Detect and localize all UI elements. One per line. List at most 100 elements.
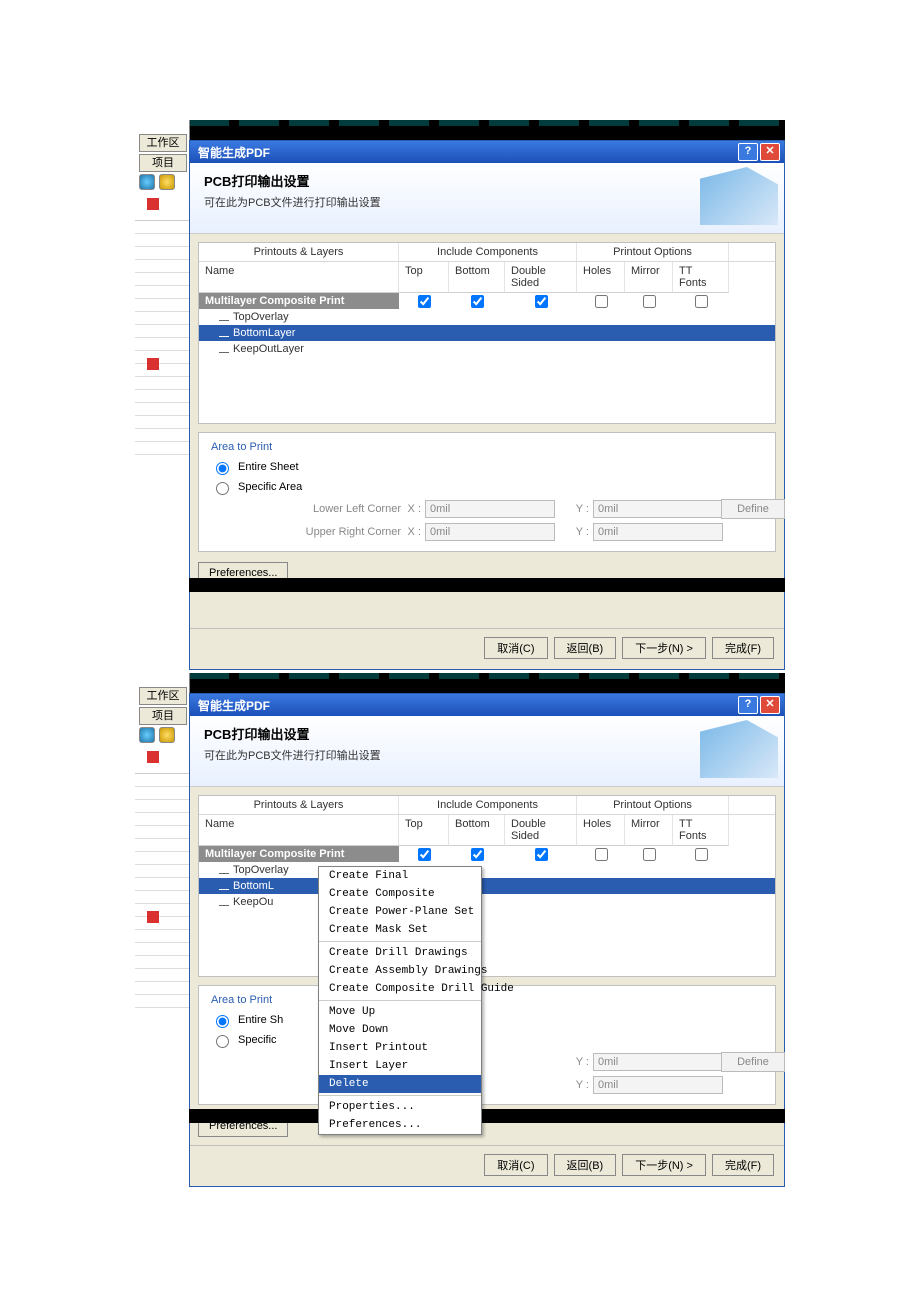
col-bottom: Bottom bbox=[449, 262, 505, 293]
layer-bottomlayer[interactable]: BottomLayer bbox=[199, 325, 775, 341]
check-double[interactable] bbox=[535, 848, 548, 861]
col-group-printouts: Printouts & Layers bbox=[199, 796, 399, 814]
layer-topoverlay[interactable]: TopOverlay bbox=[199, 862, 775, 878]
next-button[interactable]: 下一步(N) > bbox=[622, 637, 706, 659]
label-x: X : bbox=[405, 503, 421, 515]
check-tt[interactable] bbox=[695, 848, 708, 861]
col-mirror: Mirror bbox=[625, 262, 673, 293]
check-double[interactable] bbox=[535, 295, 548, 308]
project-tab[interactable]: 项目 bbox=[139, 707, 187, 725]
col-top: Top bbox=[399, 262, 449, 293]
layers-grid: Printouts & Layers Include Components Pr… bbox=[198, 242, 776, 424]
help-button[interactable]: ? bbox=[738, 143, 758, 161]
check-mirror[interactable] bbox=[643, 848, 656, 861]
col-group-include: Include Components bbox=[399, 243, 577, 261]
dialog-titlebar[interactable]: 智能生成PDF ? ✕ bbox=[190, 694, 784, 716]
check-tt[interactable] bbox=[695, 295, 708, 308]
header-title: PCB打印输出设置 bbox=[204, 724, 770, 743]
dialog-title: 智能生成PDF bbox=[194, 144, 736, 161]
menu-preferences[interactable]: Preferences... bbox=[319, 1116, 481, 1134]
radio-specific-area[interactable] bbox=[216, 482, 229, 495]
project-tab[interactable]: 项目 bbox=[139, 154, 187, 172]
folder-icon[interactable] bbox=[159, 174, 175, 190]
define-button: Define bbox=[721, 499, 785, 519]
input-llc-x bbox=[425, 500, 555, 518]
col-tt: TT Fonts bbox=[673, 262, 729, 293]
label-specific-area: Specific Area bbox=[238, 481, 302, 493]
cancel-button[interactable]: 取消(C) bbox=[484, 637, 547, 659]
check-top[interactable] bbox=[418, 848, 431, 861]
header-subtitle: 可在此为PCB文件进行打印输出设置 bbox=[204, 747, 770, 763]
printout-row-title[interactable]: Multilayer Composite Print bbox=[199, 293, 399, 309]
folder-icon[interactable] bbox=[159, 727, 175, 743]
pcb-background-decor bbox=[189, 578, 785, 592]
next-button[interactable]: 下一步(N) > bbox=[622, 1154, 706, 1176]
help-button[interactable]: ? bbox=[738, 696, 758, 714]
radio-entire-sheet[interactable] bbox=[216, 462, 229, 475]
check-holes[interactable] bbox=[595, 848, 608, 861]
check-bottom[interactable] bbox=[471, 848, 484, 861]
menu-create-assembly[interactable]: Create Assembly Drawings bbox=[319, 962, 481, 980]
col-group-printouts: Printouts & Layers bbox=[199, 243, 399, 261]
header-title: PCB打印输出设置 bbox=[204, 171, 770, 190]
col-double: Double Sided bbox=[505, 262, 577, 293]
col-group-options: Printout Options bbox=[577, 243, 729, 261]
menu-insert-layer[interactable]: Insert Layer bbox=[319, 1057, 481, 1075]
dialog-footer: 取消(C) 返回(B) 下一步(N) > 完成(F) bbox=[190, 1145, 784, 1186]
col-group-options: Printout Options bbox=[577, 796, 729, 814]
finish-button[interactable]: 完成(F) bbox=[712, 637, 774, 659]
layer-topoverlay[interactable]: TopOverlay bbox=[199, 309, 775, 325]
finish-button[interactable]: 完成(F) bbox=[712, 1154, 774, 1176]
globe-icon[interactable] bbox=[139, 727, 155, 743]
input-urc-x bbox=[425, 523, 555, 541]
globe-icon[interactable] bbox=[139, 174, 155, 190]
check-holes[interactable] bbox=[595, 295, 608, 308]
menu-move-down[interactable]: Move Down bbox=[319, 1021, 481, 1039]
menu-create-final[interactable]: Create Final bbox=[319, 867, 481, 885]
layer-keepout[interactable]: KeepOu bbox=[199, 894, 775, 910]
dialog-titlebar[interactable]: 智能生成PDF ? ✕ bbox=[190, 141, 784, 163]
red-marker-icon bbox=[147, 911, 159, 923]
menu-properties[interactable]: Properties... bbox=[319, 1098, 481, 1116]
label-specific-area: Specific bbox=[238, 1034, 277, 1046]
red-marker-icon bbox=[147, 198, 159, 210]
menu-create-comp-drill[interactable]: Create Composite Drill Guide bbox=[319, 980, 481, 998]
menu-create-drill[interactable]: Create Drill Drawings bbox=[319, 944, 481, 962]
context-menu[interactable]: Create Final Create Composite Create Pow… bbox=[318, 866, 482, 1135]
radio-entire-sheet[interactable] bbox=[216, 1015, 229, 1028]
check-bottom[interactable] bbox=[471, 295, 484, 308]
side-panel: 工作区 项目 bbox=[135, 120, 190, 592]
menu-delete[interactable]: Delete bbox=[319, 1075, 481, 1093]
header-subtitle: 可在此为PCB文件进行打印输出设置 bbox=[204, 194, 770, 210]
label-entire-sheet: Entire Sheet bbox=[238, 461, 299, 473]
label-y: Y : bbox=[573, 526, 589, 538]
layer-bottomlayer[interactable]: BottomL bbox=[199, 878, 775, 894]
label-y: Y : bbox=[573, 1056, 589, 1068]
menu-move-up[interactable]: Move Up bbox=[319, 1003, 481, 1021]
menu-create-maskset[interactable]: Create Mask Set bbox=[319, 921, 481, 939]
pcb-background-decor bbox=[189, 120, 785, 126]
area-legend: Area to Print bbox=[211, 994, 763, 1006]
menu-insert-printout[interactable]: Insert Printout bbox=[319, 1039, 481, 1057]
layer-keepout[interactable]: KeepOutLayer bbox=[199, 341, 775, 357]
layers-grid: Printouts & Layers Include Components Pr… bbox=[198, 795, 776, 977]
close-button[interactable]: ✕ bbox=[760, 696, 780, 714]
close-button[interactable]: ✕ bbox=[760, 143, 780, 161]
check-top[interactable] bbox=[418, 295, 431, 308]
cancel-button[interactable]: 取消(C) bbox=[484, 1154, 547, 1176]
label-y: Y : bbox=[573, 503, 589, 515]
col-holes: Holes bbox=[577, 815, 625, 846]
side-panel: 工作区 项目 bbox=[135, 673, 190, 1123]
input-llc-y bbox=[593, 1053, 723, 1071]
col-tt: TT Fonts bbox=[673, 815, 729, 846]
menu-create-composite[interactable]: Create Composite bbox=[319, 885, 481, 903]
back-button[interactable]: 返回(B) bbox=[554, 637, 617, 659]
workspace-tab[interactable]: 工作区 bbox=[139, 687, 187, 705]
back-button[interactable]: 返回(B) bbox=[554, 1154, 617, 1176]
check-mirror[interactable] bbox=[643, 295, 656, 308]
workspace-tab[interactable]: 工作区 bbox=[139, 134, 187, 152]
menu-create-powerplane[interactable]: Create Power-Plane Set bbox=[319, 903, 481, 921]
printout-row-title[interactable]: Multilayer Composite Print bbox=[199, 846, 399, 862]
radio-specific-area[interactable] bbox=[216, 1035, 229, 1048]
define-button: Define bbox=[721, 1052, 785, 1072]
